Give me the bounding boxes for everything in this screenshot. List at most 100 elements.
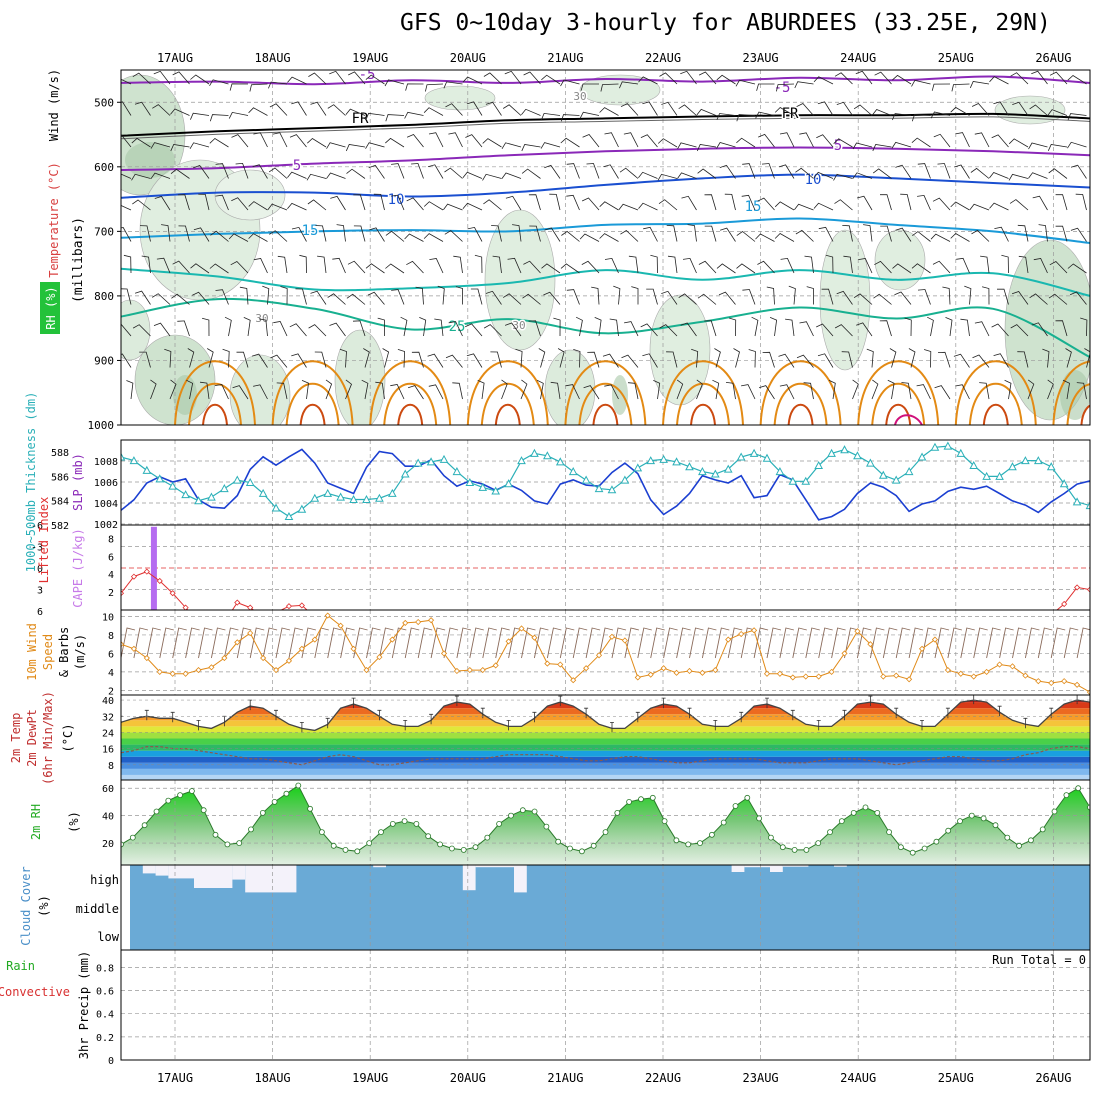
thickness-point [840, 445, 849, 454]
rh-axis-label: 2m RH [29, 804, 43, 840]
wind-barb [779, 384, 795, 400]
lifted-index-axis-label: Lifted Index [37, 497, 51, 584]
wind-barb [512, 224, 522, 242]
rh-point [188, 788, 195, 794]
thickness-point [1033, 456, 1043, 465]
rh-point [945, 827, 952, 834]
wind-barb [317, 255, 327, 274]
wind-barb [880, 225, 892, 242]
wind-barb [599, 233, 619, 242]
thickness-point [1046, 462, 1056, 471]
wind-barb [161, 224, 171, 242]
temp-minmax-bar [997, 705, 1002, 717]
surface-wind-barb [1089, 655, 1090, 658]
wind-barb [308, 324, 327, 337]
wind-barb [937, 163, 951, 179]
wind-barb [190, 112, 210, 120]
rh-point [1075, 785, 1082, 792]
surface-wind-barb [198, 627, 213, 659]
wind-barb [813, 202, 834, 211]
thickness-point [400, 469, 410, 478]
rh-plot [121, 780, 1090, 865]
wind-speed-point [428, 617, 435, 624]
wind-barb [353, 225, 366, 242]
wind-barb [483, 72, 502, 85]
cloud-gap [475, 865, 514, 868]
wind-barb [121, 323, 132, 337]
wind-barb [579, 111, 600, 119]
bottom-date-label: 19AUG [352, 1071, 388, 1085]
thickness-point [607, 485, 617, 494]
wind-barb [504, 70, 522, 85]
wind-barb [1067, 75, 1087, 85]
rh-point [756, 815, 762, 822]
rh-point [898, 844, 904, 851]
thickness-point [439, 454, 449, 463]
wind-barb [1049, 71, 1068, 85]
wind-barb [833, 173, 853, 181]
slp-tick-label: 1006 [94, 478, 118, 489]
wind-barb [329, 322, 346, 337]
top-date-label: 19AUG [352, 51, 388, 65]
wind-barb [452, 382, 463, 400]
rh-area [121, 785, 1090, 865]
wind-speed-point [1009, 663, 1016, 670]
wind-barb [507, 257, 522, 274]
wind-barb [385, 263, 405, 274]
thickness-point [491, 486, 501, 495]
wind-barb [170, 168, 190, 179]
thickness-point [452, 467, 462, 476]
wind-barb [950, 233, 970, 242]
wind-barb [872, 168, 892, 179]
wind-barb [573, 349, 581, 368]
thickness-point [121, 452, 126, 461]
thickness-point [969, 460, 979, 469]
near-surface-isotherm-40 [982, 404, 1009, 425]
slp-axis-label: SLP (mb) [71, 453, 85, 511]
thickness-point [129, 456, 139, 465]
contour-label: 5 [293, 158, 301, 174]
cloud-gap [514, 865, 527, 893]
wind-barb [1076, 382, 1087, 400]
wind-barb [483, 199, 502, 211]
wind-axis-label-3: & Barbs [57, 627, 71, 678]
wind-barb [276, 382, 288, 400]
wind-barb [1067, 113, 1087, 121]
wind-barb [677, 142, 697, 150]
wind-barb [541, 263, 561, 274]
rh-point [425, 833, 432, 840]
wind-speed-point [234, 639, 241, 646]
isotherm-25 [121, 297, 1090, 359]
near-surface-isotherm-35 [188, 382, 242, 425]
wind-barb [911, 114, 931, 122]
rh-point [165, 797, 172, 804]
wind-speed-point [518, 625, 525, 632]
top-date-label: 22AUG [645, 51, 681, 65]
rh-point [519, 807, 526, 814]
wind-barb [659, 324, 678, 337]
lifted-index-point [156, 577, 163, 585]
rh-point [614, 810, 621, 816]
wind-barb [659, 72, 678, 85]
wind-speed-point [789, 674, 796, 681]
rh-point [838, 818, 845, 824]
thickness-point [685, 462, 694, 471]
near-surface-isotherm-30 [662, 360, 744, 425]
wind-barb [390, 384, 405, 400]
wind-barb [1018, 255, 1029, 274]
surface-wind-barb [533, 627, 549, 659]
thickness-point [930, 442, 940, 451]
rh-tick-label: 20 [102, 839, 114, 850]
near-surface-isotherm-30 [1052, 360, 1090, 425]
wind-barb [911, 137, 931, 148]
wind-barb [384, 79, 405, 87]
wind-barb [911, 263, 931, 274]
thickness-point [543, 451, 552, 460]
wind-barb [642, 353, 658, 368]
wind-barb [121, 173, 132, 179]
wind-barb [1008, 138, 1029, 148]
wind-barb [363, 348, 370, 368]
thickness-point [672, 457, 681, 466]
thickness-point [956, 448, 966, 457]
wind-barb [252, 164, 268, 179]
